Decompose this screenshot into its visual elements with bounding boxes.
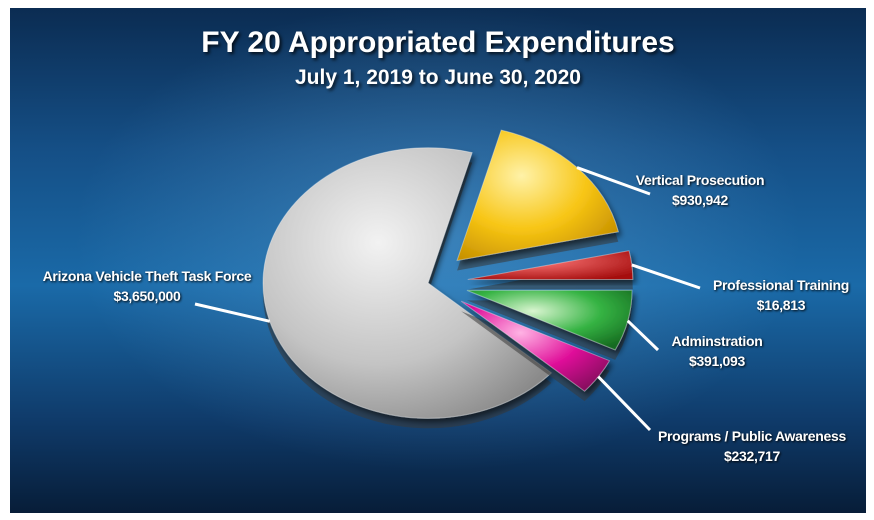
chart-subtitle: July 1, 2019 to June 30, 2020: [294, 66, 581, 89]
slice-value: $391,093: [689, 353, 745, 369]
slice-name: Programs / Public Awareness: [658, 428, 846, 444]
slice-label-adminstration: Adminstration $391,093: [652, 331, 782, 371]
slice-value: $3,650,000: [113, 288, 181, 304]
slice-task-force-leader-line: [194, 302, 271, 323]
slice-professional-training: [467, 250, 634, 280]
slice-label-programs: Programs / Public Awareness $232,717: [642, 426, 862, 466]
chart-title: FY 20 Appropriated Expenditures: [201, 26, 675, 59]
slice-label-vertical-prosecution: Vertical Prosecution $930,942: [620, 170, 780, 210]
slice-vertical-prosecution: [456, 129, 619, 262]
slice-vertical-prosecution-leader-line: [576, 166, 651, 196]
slice-name: Arizona Vehicle Theft Task Force: [42, 268, 252, 284]
slice-programs-leader-line: [597, 375, 652, 432]
slice-name: Professional Training: [712, 277, 850, 293]
slice-label-professional-training: Professional Training $16,813: [696, 275, 866, 315]
slice-programs: [460, 300, 611, 392]
slice-value: $930,942: [672, 192, 728, 208]
slice-value: $232,717: [724, 448, 780, 464]
slice-name: Vertical Prosecution: [635, 172, 765, 188]
slice-professional-training-leader-line: [631, 263, 701, 290]
slice-adminstration-leader-line: [626, 319, 660, 352]
slice-name: Adminstration: [671, 333, 763, 349]
slice-label-task-force: Arizona Vehicle Theft Task Force $3,650,…: [12, 266, 282, 306]
chart-background: FY 20 Appropriated Expenditures July 1, …: [10, 8, 866, 513]
slice-value: $16,813: [756, 297, 806, 313]
pie-chart: [194, 129, 701, 432]
